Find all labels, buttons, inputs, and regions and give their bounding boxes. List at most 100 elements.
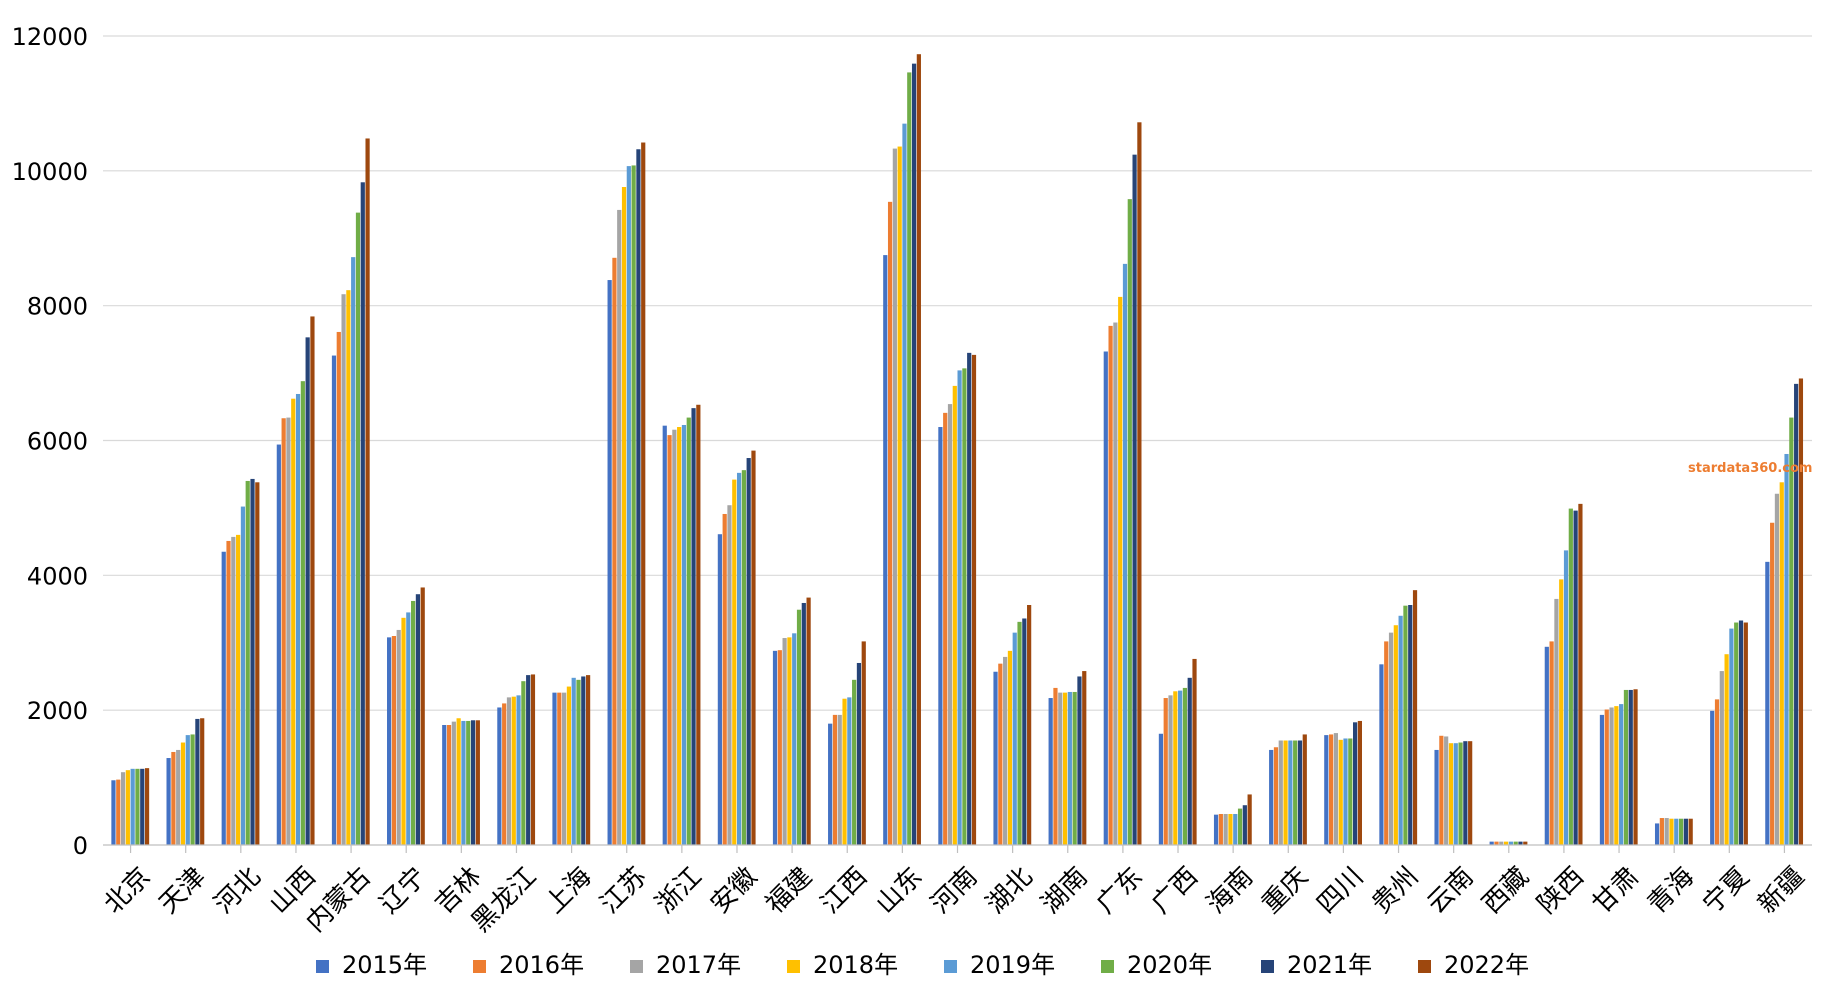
legend-swatch xyxy=(1101,960,1114,973)
bar-山东-2019年 xyxy=(902,123,907,845)
bar-福建-2022年 xyxy=(806,597,811,845)
bar-广西-2017年 xyxy=(1168,695,1173,845)
bar-江西-2020年 xyxy=(852,679,857,845)
x-category-label: 福建 xyxy=(760,862,818,920)
bar-上海-2016年 xyxy=(557,692,562,845)
bar-天津-2016年 xyxy=(171,751,176,845)
legend-label: 2020年 xyxy=(1127,951,1212,979)
bar-湖北-2020年 xyxy=(1017,621,1022,845)
bar-湖北-2018年 xyxy=(1007,650,1013,845)
bar-安徽-2020年 xyxy=(741,470,746,845)
legend-label: 2017年 xyxy=(656,951,741,979)
bar-山西-2018年 xyxy=(291,398,296,845)
bar-贵州-2019年 xyxy=(1398,615,1403,845)
series-2016年 xyxy=(116,201,1775,846)
x-category-label: 广东 xyxy=(1091,862,1149,920)
legend-item: 2022年 xyxy=(1418,951,1529,979)
bar-西藏-2015年 xyxy=(1489,841,1494,845)
bar-江西-2018年 xyxy=(842,698,847,845)
bar-广西-2015年 xyxy=(1158,733,1164,845)
bar-北京-2019年 xyxy=(130,768,135,845)
bar-新疆-2022年 xyxy=(1798,378,1804,845)
legend-swatch xyxy=(787,960,800,973)
bar-广东-2017年 xyxy=(1113,322,1118,845)
bar-山西-2017年 xyxy=(286,417,291,845)
legend-swatch xyxy=(630,960,643,973)
bar-广西-2018年 xyxy=(1173,691,1178,845)
x-category-label: 云南 xyxy=(1422,862,1480,920)
bar-青海-2021年 xyxy=(1683,818,1688,845)
bar-山西-2015年 xyxy=(276,444,281,845)
x-category-label: 广西 xyxy=(1146,862,1204,920)
bar-黑龙江-2019年 xyxy=(516,695,521,845)
x-category-label: 甘肃 xyxy=(1587,862,1645,920)
x-category-label: 重庆 xyxy=(1256,862,1314,920)
bar-内蒙古-2016年 xyxy=(336,331,341,846)
bar-天津-2019年 xyxy=(185,735,190,845)
bar-河北-2020年 xyxy=(245,480,250,845)
bar-浙江-2019年 xyxy=(681,424,687,845)
bar-黑龙江-2022年 xyxy=(530,674,536,845)
bar-河南-2019年 xyxy=(957,370,962,845)
legend-label: 2016年 xyxy=(499,951,584,979)
bar-安徽-2017年 xyxy=(727,505,732,845)
x-category-label: 青海 xyxy=(1642,862,1700,920)
bar-甘肃-2016年 xyxy=(1604,709,1609,845)
y-tick-label: 4000 xyxy=(27,562,88,590)
bar-重庆-2017年 xyxy=(1278,740,1283,845)
bar-河北-2018年 xyxy=(236,534,241,845)
bar-江苏-2020年 xyxy=(631,165,636,845)
bar-浙江-2016年 xyxy=(667,435,672,845)
bar-天津-2021年 xyxy=(195,718,200,845)
bar-山东-2015年 xyxy=(883,255,888,846)
bar-上海-2022年 xyxy=(586,675,591,845)
bar-云南-2019年 xyxy=(1453,743,1458,845)
legend-item: 2018年 xyxy=(787,951,898,979)
legend-item: 2021年 xyxy=(1261,951,1372,979)
bar-湖北-2019年 xyxy=(1012,632,1017,845)
bar-福建-2016年 xyxy=(777,650,782,845)
bar-江苏-2018年 xyxy=(621,187,627,845)
bar-宁夏-2022年 xyxy=(1743,622,1748,845)
bar-广东-2019年 xyxy=(1122,263,1128,845)
bar-内蒙古-2022年 xyxy=(365,138,370,846)
bar-北京-2018年 xyxy=(125,770,130,845)
bar-黑龙江-2020年 xyxy=(521,681,526,845)
legend-item: 2017年 xyxy=(630,951,741,979)
bar-甘肃-2022年 xyxy=(1633,689,1638,845)
bar-江苏-2021年 xyxy=(636,149,641,845)
bar-吉林-2015年 xyxy=(442,725,447,845)
bar-贵州-2022年 xyxy=(1412,590,1418,845)
bar-江苏-2017年 xyxy=(617,209,622,845)
bar-辽宁-2019年 xyxy=(406,612,411,845)
legend-swatch xyxy=(316,960,329,973)
x-category-label: 江西 xyxy=(815,862,873,920)
bar-浙江-2021年 xyxy=(691,408,696,845)
bar-辽宁-2018年 xyxy=(401,617,406,845)
bar-吉林-2021年 xyxy=(470,720,476,845)
bar-陕西-2017年 xyxy=(1554,598,1559,845)
bar-甘肃-2019年 xyxy=(1619,704,1624,845)
bar-西藏-2019年 xyxy=(1508,841,1513,845)
bar-重庆-2019年 xyxy=(1288,740,1293,845)
bar-浙江-2017年 xyxy=(672,429,677,845)
legend-swatch xyxy=(944,960,957,973)
bar-河北-2019年 xyxy=(240,506,246,845)
bar-辽宁-2017年 xyxy=(396,629,401,845)
bar-吉林-2018年 xyxy=(456,718,461,845)
bar-宁夏-2016年 xyxy=(1714,699,1720,845)
bar-series xyxy=(111,54,1804,846)
bar-黑龙江-2016年 xyxy=(502,703,507,845)
bar-河南-2020年 xyxy=(962,368,967,845)
bar-云南-2018年 xyxy=(1448,743,1454,845)
legend-swatch xyxy=(473,960,486,973)
bar-江苏-2016年 xyxy=(612,257,617,845)
x-category-label: 湖北 xyxy=(981,862,1039,920)
bar-福建-2018年 xyxy=(787,637,792,845)
y-tick-label: 12000 xyxy=(12,23,88,51)
bar-内蒙古-2021年 xyxy=(360,182,365,846)
bar-海南-2018年 xyxy=(1228,813,1233,845)
bar-海南-2016年 xyxy=(1218,813,1223,845)
bar-内蒙古-2020年 xyxy=(355,212,361,845)
bar-北京-2020年 xyxy=(135,768,140,845)
